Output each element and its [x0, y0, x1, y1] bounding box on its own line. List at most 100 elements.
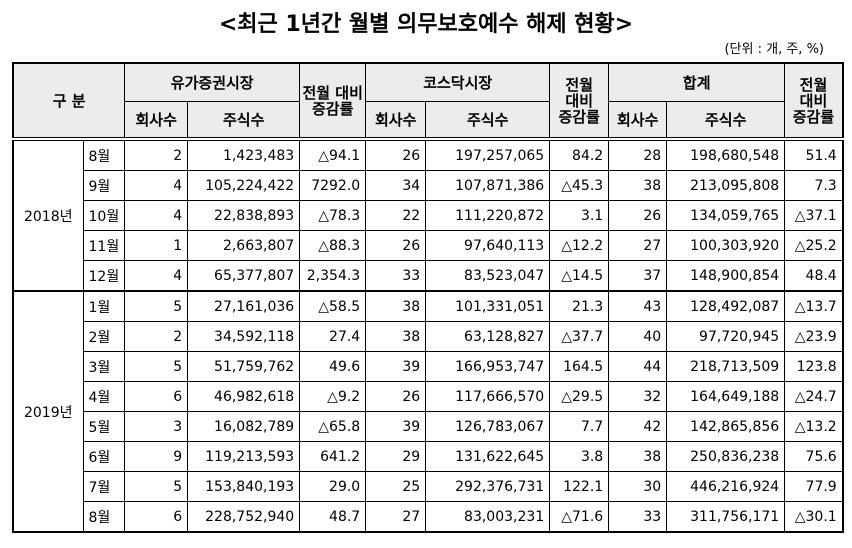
value-cell: 292,376,731: [425, 471, 551, 502]
value-cell: △13.7: [784, 290, 844, 322]
value-cell: 28: [608, 138, 668, 171]
value-cell: 26: [608, 200, 668, 231]
value-cell: 228,752,940: [187, 501, 301, 533]
value-cell: 1: [124, 230, 189, 261]
value-cell: 44: [608, 351, 668, 382]
table-row: 3월 5 51,759,762 49.6 39 166,953,747 164.5 44 218…: [13, 351, 844, 382]
value-cell: 7292.0: [299, 170, 367, 201]
month-cell: 12월: [82, 260, 126, 292]
value-cell: 164,649,188: [666, 381, 786, 412]
value-cell: 63,128,827: [425, 321, 551, 352]
header-cell: 유가증권시장: [124, 62, 301, 102]
value-cell: △14.5: [549, 260, 610, 292]
value-cell: 5: [124, 351, 189, 382]
value-cell: 48.7: [299, 501, 367, 533]
month-cell: 9월: [82, 170, 126, 201]
table-row: 2019년 1월 5 27,161,036 △58.5 38 101,331,051 21.3…: [12, 290, 844, 533]
table-row: 9월 4 105,224,422 7292.0 34 107,871,386 △45.3 38…: [13, 170, 844, 201]
value-cell: 166,953,747: [425, 351, 551, 382]
value-cell: 48.4: [784, 260, 844, 292]
value-cell: 77.9: [784, 471, 844, 502]
value-cell: 1,423,483: [187, 138, 301, 171]
value-cell: 2,663,807: [187, 230, 301, 261]
value-cell: 128,492,087: [666, 290, 786, 322]
value-cell: 142,865,856: [666, 411, 786, 442]
value-cell: 97,720,945: [666, 321, 786, 352]
value-cell: 4: [124, 260, 189, 292]
value-cell: 4: [124, 170, 189, 201]
data-table: 구 분 유가증권시장 전월 대비 증감률 코스닥시장 전월 대비 증감률 합계 전월 대비 …: [12, 62, 844, 533]
month-cell: 10월: [82, 200, 126, 231]
value-cell: 4: [124, 200, 189, 231]
month-cell: 1월: [82, 290, 126, 322]
value-cell: 27: [608, 230, 668, 261]
table-row: 8월 6 228,752,940 48.7 27 83,003,231 △71.6 33 311…: [13, 501, 844, 533]
value-cell: 65,377,807: [187, 260, 301, 292]
value-cell: 34,592,118: [187, 321, 301, 352]
header-cell: 전월 대비 증감률: [549, 62, 610, 141]
value-cell: 37: [608, 260, 668, 292]
value-cell: △71.6: [549, 501, 610, 533]
value-cell: 29.0: [299, 471, 367, 502]
value-cell: 22: [365, 200, 427, 231]
value-cell: △9.2: [299, 381, 367, 412]
table-row: 10월 4 22,838,893 △78.3 22 111,220,872 3.1 26 134…: [13, 200, 844, 231]
value-cell: 105,224,422: [187, 170, 301, 201]
title: <최근 1년간 월별 의무보호예수 해제 현황>: [218, 12, 634, 37]
value-cell: 131,622,645: [425, 441, 551, 472]
value-cell: △37.1: [784, 200, 844, 231]
value-cell: 134,059,765: [666, 200, 786, 231]
value-cell: △37.7: [549, 321, 610, 352]
month-cell: 5월: [82, 411, 126, 442]
value-cell: 75.6: [784, 441, 844, 472]
value-cell: 21.3: [549, 290, 610, 322]
value-cell: 119,213,593: [187, 441, 301, 472]
value-cell: 3.1: [549, 200, 610, 231]
value-cell: 26: [365, 381, 427, 412]
value-cell: 51,759,762: [187, 351, 301, 382]
value-cell: 446,216,924: [666, 471, 786, 502]
value-cell: 33: [608, 501, 668, 533]
value-cell: 3.8: [549, 441, 610, 472]
table-row: 7월 5 153,840,193 29.0 25 292,376,731 122.1 30 44…: [13, 471, 844, 502]
value-cell: 2: [124, 138, 189, 171]
value-cell: △23.9: [784, 321, 844, 352]
month-cell: 11월: [82, 230, 126, 261]
value-cell: 46,982,618: [187, 381, 301, 412]
value-cell: △24.7: [784, 381, 844, 412]
value-cell: 38: [365, 290, 427, 322]
value-cell: 26: [365, 230, 427, 261]
unit-note: (단위 : 개, 주, %): [724, 42, 824, 57]
value-cell: 32: [608, 381, 668, 412]
year-cell: 2018년: [12, 138, 84, 292]
value-cell: △29.5: [549, 381, 610, 412]
header-cell: 구 분: [12, 62, 126, 141]
value-cell: 126,783,067: [425, 411, 551, 442]
value-cell: 164.5: [549, 351, 610, 382]
month-cell: 7월: [82, 471, 126, 502]
value-cell: 51.4: [784, 138, 844, 171]
table-row: 6월 9 119,213,593 641.2 29 131,622,645 3.8 38 250…: [13, 441, 844, 472]
value-cell: 84.2: [549, 138, 610, 171]
table-row: 12월 4 65,377,807 2,354.3 33 83,523,047 △14.5 37…: [13, 260, 844, 292]
table-row: 11월 1 2,663,807 △88.3 26 97,640,113 △12.2 27 100…: [13, 230, 844, 261]
table-row: 2018년 8월 2 1,423,483 △94.1 26 197,257,065 84.2 2…: [12, 138, 844, 292]
value-cell: 5: [124, 290, 189, 322]
value-cell: △88.3: [299, 230, 367, 261]
value-cell: 9: [124, 441, 189, 472]
value-cell: 2: [124, 321, 189, 352]
month-cell: 6월: [82, 441, 126, 472]
value-cell: 97,640,113: [425, 230, 551, 261]
value-cell: 101,331,051: [425, 290, 551, 322]
header-cell: 주식수: [187, 101, 301, 141]
value-cell: 39: [365, 351, 427, 382]
value-cell: 16,082,789: [187, 411, 301, 442]
header-cell: 주식수: [425, 101, 551, 141]
value-cell: 38: [608, 441, 668, 472]
month-cell: 4월: [82, 381, 126, 412]
value-cell: 111,220,872: [425, 200, 551, 231]
header-row: 구 분 유가증권시장 전월 대비 증감률 코스닥시장 전월 대비 증감률 합계 전월 대비 …: [12, 62, 844, 141]
value-cell: 5: [124, 471, 189, 502]
value-cell: △30.1: [784, 501, 844, 533]
value-cell: 123.8: [784, 351, 844, 382]
